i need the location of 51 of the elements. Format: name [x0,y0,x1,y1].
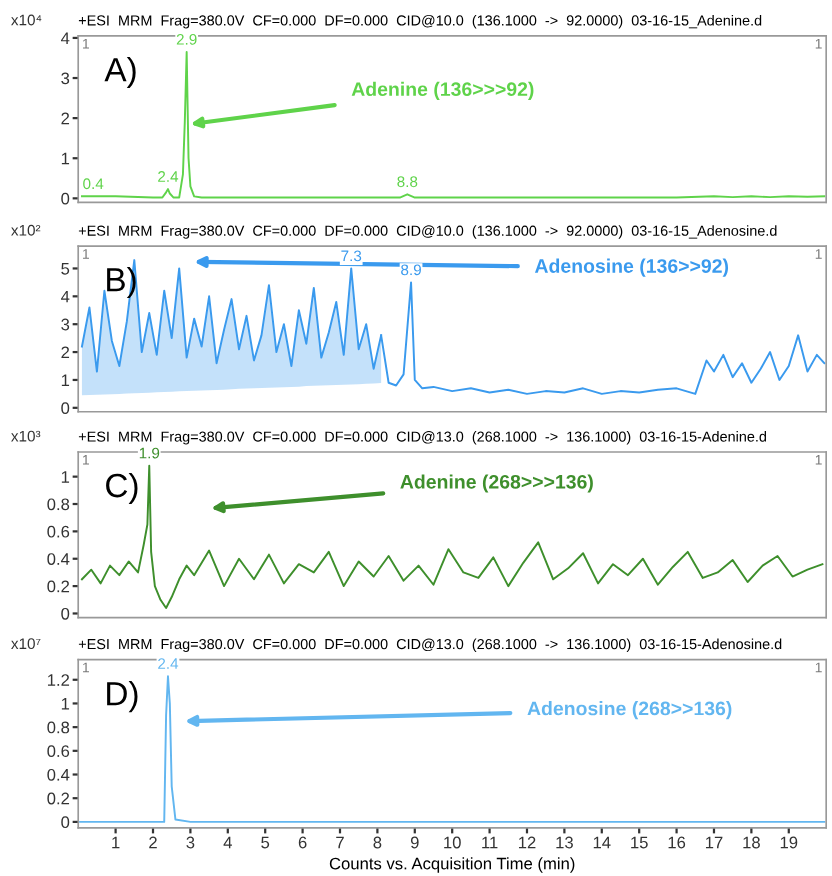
x-tick-label: 13 [556,836,573,849]
x-tick-label: 6 [298,836,307,849]
y-tick-label: 4 [60,32,70,44]
x-tick-label: 10 [444,836,461,849]
x-tick-label: 3 [186,836,195,849]
annotation: Adenine (268>>>136) [400,474,593,493]
x-tick-label: 19 [780,836,798,849]
y-tick-label: 1.2 [47,674,70,686]
annotation: Adenosine (268>>136) [527,701,732,720]
y-tick-label: 3 [61,318,70,331]
y-tick-label: 1 [61,152,70,165]
annotation: D) [107,681,138,713]
x-tick-label: 14 [593,836,611,849]
y-tick-label: 0.2 [47,580,70,593]
x-tick-label: 11 [482,836,498,849]
x-tick-label: 9 [410,836,419,849]
y-tick-label: 0.4 [47,553,70,565]
y-tick-label: 0.8 [47,721,70,734]
x-axis-title: Counts vs. Acquisition Time (min) [329,857,575,873]
y-tick-label: 0 [61,192,70,205]
x-tick-label: 2 [149,836,157,849]
x-tick-label: 18 [743,836,760,849]
x-tick-label: 7 [336,836,344,849]
annotation: Adenine (136>>>92) [351,81,534,100]
x-tick-label: 1 [112,836,120,849]
y-tick-label: 4 [60,290,70,303]
x-tick-label: 17 [705,836,723,849]
y-tick-label: 2 [61,112,70,125]
x-tick-label: 12 [518,836,536,849]
x-tick-label: 16 [668,836,686,849]
x-tick-label: 8 [373,836,382,849]
y-tick-label: 1 [61,374,70,386]
y-tick-label: 0 [61,816,70,829]
y-tick-label: 0.4 [47,768,70,781]
y-tick-label: 0 [61,607,70,620]
x-tick-label: 5 [261,836,270,849]
annotation: C) [106,472,138,504]
y-tick-label: 0.2 [47,792,70,805]
y-tick-label: 0.6 [47,525,70,538]
annotation: A) [104,57,136,89]
y-tick-label: 1 [61,698,70,710]
x-tick-label: 4 [223,836,232,849]
y-tick-label: 0.8 [47,498,70,511]
x-tick-label: 15 [631,836,648,849]
y-tick-label: 1 [61,471,70,483]
y-tick-label: 5 [61,263,70,275]
annotation: Adenosine (136>>92) [534,258,729,277]
y-tick-label: 0.6 [47,745,70,758]
y-tick-label: 0 [61,402,70,415]
y-tick-label: 2 [61,346,70,359]
y-tick-label: 3 [61,72,70,85]
